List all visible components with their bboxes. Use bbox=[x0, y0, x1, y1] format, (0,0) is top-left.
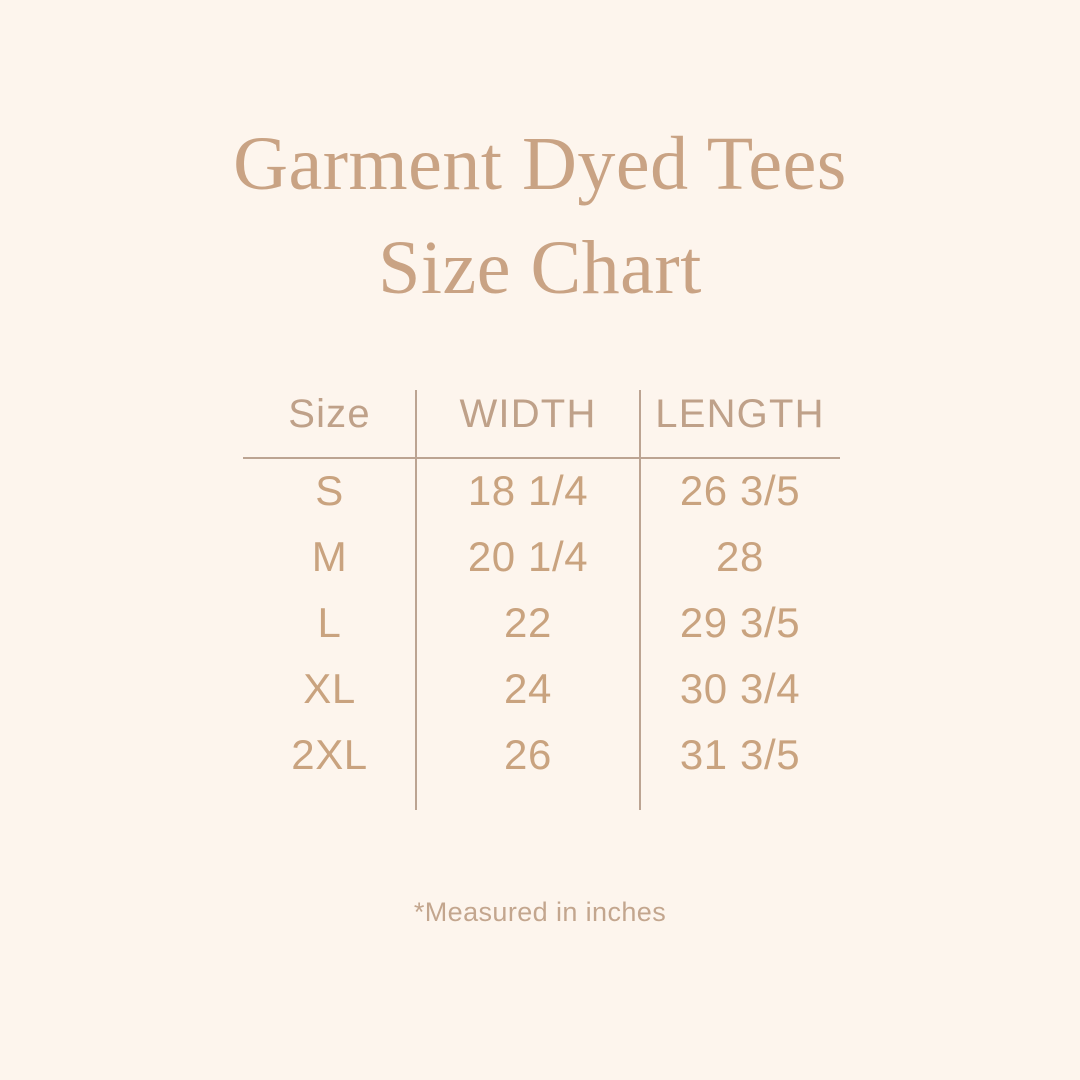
page-title: Garment Dyed Tees Size Chart bbox=[0, 112, 1080, 320]
cell-size-2xl: 2XL bbox=[291, 731, 368, 778]
size-table-grid: Size WIDTH LENGTH S 18 1/4 26 3/5 M 20 1… bbox=[243, 386, 840, 810]
title-line-1: Garment Dyed Tees bbox=[233, 122, 847, 206]
title-line-2: Size Chart bbox=[378, 226, 702, 310]
cell-size-l: L bbox=[317, 599, 342, 646]
cell-length-2xl: 31 3/5 bbox=[679, 731, 801, 778]
column-header-size: Size bbox=[288, 392, 371, 436]
column-header-length: LENGTH bbox=[655, 392, 825, 436]
size-table: Size WIDTH LENGTH S 18 1/4 26 3/5 M 20 1… bbox=[243, 386, 840, 810]
column-header-width: WIDTH bbox=[459, 392, 597, 436]
cell-length-m: 28 bbox=[716, 533, 764, 580]
cell-size-s: S bbox=[315, 467, 344, 514]
column-divider-width-length bbox=[639, 390, 641, 810]
cell-length-l: 29 3/5 bbox=[679, 599, 801, 646]
header-divider-rule bbox=[243, 457, 840, 459]
measurement-note: *Measured in inches bbox=[413, 897, 667, 927]
cell-width-2xl: 26 bbox=[504, 731, 552, 778]
cell-length-xl: 30 3/4 bbox=[679, 665, 801, 712]
cell-size-m: M bbox=[311, 533, 348, 580]
cell-width-s: 18 1/4 bbox=[467, 467, 589, 514]
cell-size-xl: XL bbox=[303, 665, 356, 712]
column-divider-size-width bbox=[415, 390, 417, 810]
cell-length-s: 26 3/5 bbox=[679, 467, 801, 514]
cell-width-xl: 24 bbox=[504, 665, 552, 712]
cell-width-l: 22 bbox=[504, 599, 552, 646]
cell-width-m: 20 1/4 bbox=[467, 533, 589, 580]
